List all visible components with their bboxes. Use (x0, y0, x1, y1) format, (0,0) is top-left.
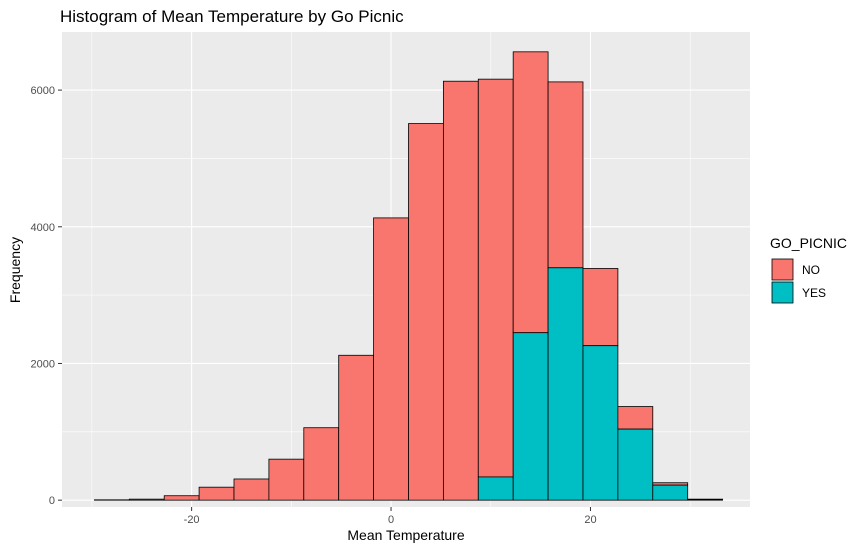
legend: GO_PICNIC NO YES (770, 235, 847, 304)
bar-no (338, 354, 374, 501)
bar-no (512, 51, 549, 334)
y-axis-title: Frequency (7, 237, 23, 303)
histogram-bars (94, 51, 723, 501)
y-tick-label: 4000 (31, 222, 55, 234)
x-tick-label: 20 (584, 514, 596, 526)
y-tick-label: 2000 (31, 358, 55, 370)
legend-label-no: NO (802, 263, 820, 277)
bar-no (408, 123, 444, 501)
bar-yes (687, 499, 723, 501)
legend-key-yes (771, 281, 794, 304)
bar-yes (477, 476, 514, 501)
x-axis-title: Mean Temperature (347, 527, 464, 543)
bar-no (163, 495, 200, 501)
y-tick-label: 6000 (31, 85, 55, 97)
bar-no (268, 458, 305, 501)
x-axis-ticks: -20 0 20 (184, 507, 597, 526)
bar-yes (547, 267, 584, 501)
bar-no (233, 478, 270, 501)
x-tick-label: -20 (184, 514, 200, 526)
bar-no (128, 498, 165, 501)
bar-no (582, 268, 619, 347)
x-tick-label: 0 (388, 514, 394, 526)
bar-no (373, 217, 409, 501)
bar-yes (512, 332, 549, 501)
legend-title: GO_PICNIC (770, 235, 847, 251)
bar-no (442, 80, 479, 501)
bar-no (303, 427, 340, 501)
bar-yes (652, 484, 689, 501)
bar-no (547, 81, 584, 269)
legend-label-yes: YES (802, 286, 826, 300)
bar-yes (617, 428, 654, 501)
legend-key-no (771, 258, 794, 281)
y-tick-label: 0 (49, 495, 55, 507)
bar-no (477, 78, 514, 478)
y-axis-ticks: 0 2000 4000 6000 (31, 85, 62, 507)
bar-no (617, 406, 654, 430)
bar-yes (582, 345, 619, 501)
bar-no (198, 486, 235, 501)
chart-title: Histogram of Mean Temperature by Go Picn… (60, 7, 404, 26)
